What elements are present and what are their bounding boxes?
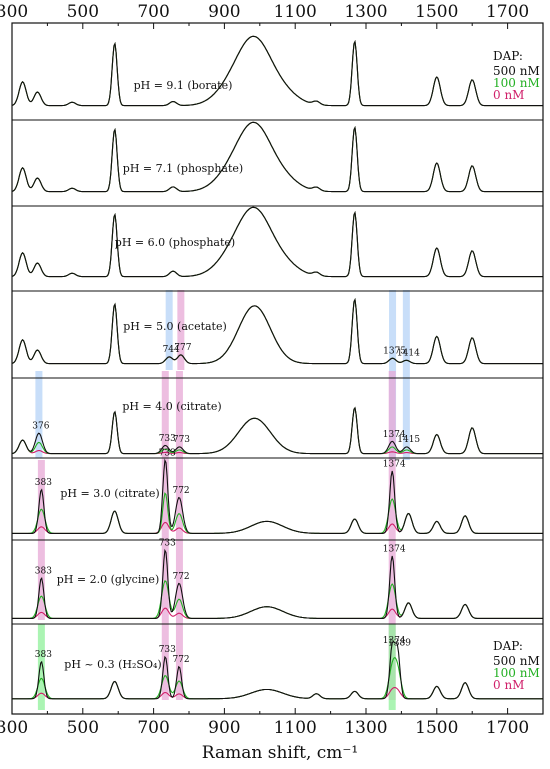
x-ticks: 300 300 500 500 700 700 900 900 1100 1100 1300 1300…	[0, 2, 544, 738]
peak-label: 1415	[397, 435, 420, 445]
peak-label: 1389	[388, 639, 411, 649]
peak-label: 383	[35, 478, 52, 488]
peak-label: 772	[172, 655, 189, 665]
peak-label: 772	[172, 572, 189, 582]
x-tick-label-top: 1500	[415, 2, 458, 22]
legend-title: DAP:	[493, 49, 523, 63]
panel-label: pH = 5.0 (acetate)	[123, 320, 227, 333]
x-tick-label-bottom: 1100	[274, 718, 317, 738]
legend-item: 100 nM	[493, 76, 540, 90]
legend-item: 0 nM	[493, 678, 524, 692]
x-tick-label-top: 300	[0, 2, 28, 22]
panel-label: pH = 6.0 (phosphate)	[115, 236, 235, 249]
peak-label: 733	[159, 645, 176, 655]
peak-label: 383	[35, 566, 52, 576]
panel-label: pH = 9.1 (borate)	[134, 79, 233, 92]
spectrum-panel: pH = 6.0 (phosphate)	[11, 206, 543, 278]
legend-item: 500 nM	[493, 64, 540, 78]
peak-label: 1374	[383, 545, 406, 555]
x-tick-label-bottom: 500	[67, 718, 99, 738]
axes-frame	[11, 22, 544, 715]
x-axis-title: Raman shift, cm⁻¹	[202, 743, 358, 763]
spectrum-line-0-nM	[11, 406, 543, 455]
x-tick-label-top: 1100	[274, 2, 317, 22]
highlight-bands	[35, 290, 410, 710]
panel-label: pH = 3.0 (citrate)	[60, 487, 159, 500]
spectrum-line-100-nM	[11, 406, 543, 455]
x-tick-label-top: 1300	[344, 2, 387, 22]
highlight-band	[35, 371, 43, 458]
spectrum-line-500-nM	[11, 297, 543, 365]
peak-label: 773	[173, 435, 190, 445]
spectrum-line-500-nM	[12, 640, 543, 700]
panel-label: pH = 4.0 (citrate)	[122, 400, 221, 413]
highlight-band	[388, 624, 396, 710]
legend-item: 0 nM	[493, 88, 524, 102]
panel-label: pH = 7.1 (phosphate)	[123, 162, 243, 175]
x-tick-label-bottom: 900	[208, 718, 240, 738]
spectrum-panel: pH = 3.0 (citrate) 383 733 772 1374	[12, 448, 543, 534]
panel-label: pH = 2.0 (glycine)	[57, 573, 159, 586]
highlight-band	[388, 371, 396, 700]
x-tick-label-bottom: 1300	[344, 718, 387, 738]
panel-label: pH ~ 0.3 (H₂SO₄)	[64, 658, 161, 671]
peak-label: 744	[163, 345, 180, 355]
spectrum-line-0-nM	[12, 510, 543, 534]
x-tick-label-bottom: 300	[0, 718, 28, 738]
x-tick-label-top: 1700	[486, 2, 529, 22]
x-tick-label-top: 900	[208, 2, 240, 22]
spectrum-line-500-nM	[12, 548, 543, 619]
x-tick-label-top: 500	[67, 2, 99, 22]
spectrum-line-500-nM	[11, 206, 543, 278]
peak-label: 733	[159, 448, 176, 458]
spectrum-line-500-nM	[11, 406, 543, 455]
spectrum-line-500-nM	[12, 458, 543, 534]
peak-label: 383	[35, 650, 52, 660]
x-tick-label-bottom: 1700	[486, 718, 529, 738]
peak-label: 733	[159, 538, 176, 548]
highlight-band	[37, 624, 45, 710]
spectrum-panel: pH = 2.0 (glycine) 383 733 772 1374	[12, 538, 543, 619]
peak-label: 1374	[383, 460, 406, 470]
spectrum-line-100-nM	[12, 580, 543, 619]
spectrum-panel: pH = 7.1 (phosphate)	[11, 121, 543, 193]
plot-frame	[11, 22, 544, 715]
spectrum-line-0-nM	[11, 297, 543, 365]
highlight-band	[165, 290, 173, 370]
highlight-band	[402, 290, 410, 460]
legend-item: 100 nM	[493, 666, 540, 680]
highlight-band	[161, 371, 169, 700]
peak-label: 777	[174, 343, 191, 353]
highlight-band	[175, 371, 183, 700]
legend-title: DAP:	[493, 639, 523, 653]
peak-label: 733	[159, 434, 176, 444]
spectrum-line-500-nM	[11, 35, 543, 107]
spectrum-line-100-nM	[11, 297, 543, 365]
peak-label: 376	[32, 422, 49, 432]
highlight-band	[177, 290, 185, 370]
peak-label: 1375	[383, 347, 406, 357]
peak-label: 772	[172, 486, 189, 496]
spectrum-line-500-nM	[11, 121, 543, 193]
x-tick-label-top: 700	[137, 2, 169, 22]
x-tick-label-bottom: 1500	[415, 718, 458, 738]
peak-label: 1374	[383, 430, 406, 440]
x-tick-label-bottom: 700	[137, 718, 169, 738]
peak-label: 1374	[383, 636, 406, 646]
peak-label: 1414	[397, 349, 420, 359]
legend-item: 500 nM	[493, 654, 540, 668]
